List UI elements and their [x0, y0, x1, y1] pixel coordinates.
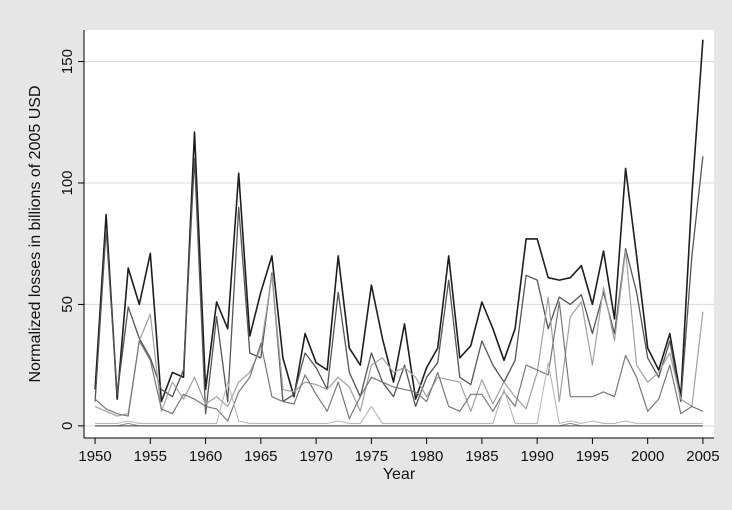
x-axis-title: Year	[383, 466, 416, 483]
x-tick-label: 1965	[244, 448, 277, 465]
x-tick-label: 1990	[520, 448, 553, 465]
x-tick-label: 1975	[355, 448, 388, 465]
y-axis-title: Normalized losses in billions of 2005 US…	[27, 85, 44, 382]
x-tick-label: 1950	[78, 448, 111, 465]
y-tick-label: 100	[59, 170, 76, 195]
y-tick-label: 50	[59, 296, 76, 313]
x-tick-label: 1985	[465, 448, 498, 465]
y-tick-label: 0	[59, 422, 76, 430]
axes	[78, 30, 714, 444]
series-line-3	[94, 250, 704, 417]
series-layer	[94, 39, 704, 427]
series-line-1	[94, 39, 704, 403]
x-tick-label: 1980	[410, 448, 443, 465]
series-line-5	[95, 362, 703, 424]
y-tick-label: 150	[59, 49, 76, 74]
x-tick-label: 1960	[189, 448, 222, 465]
tick-labels: 1950 1955 1960 1965 1970 1975 1980 1985 1990 1995…	[59, 49, 720, 465]
x-tick-label: 1970	[299, 448, 332, 465]
x-tick-label: 2005	[686, 448, 719, 465]
x-tick-label: 1955	[134, 448, 167, 465]
x-tick-label: 2000	[631, 448, 664, 465]
series-line-4	[94, 301, 704, 422]
x-tick-label: 1995	[576, 448, 609, 465]
